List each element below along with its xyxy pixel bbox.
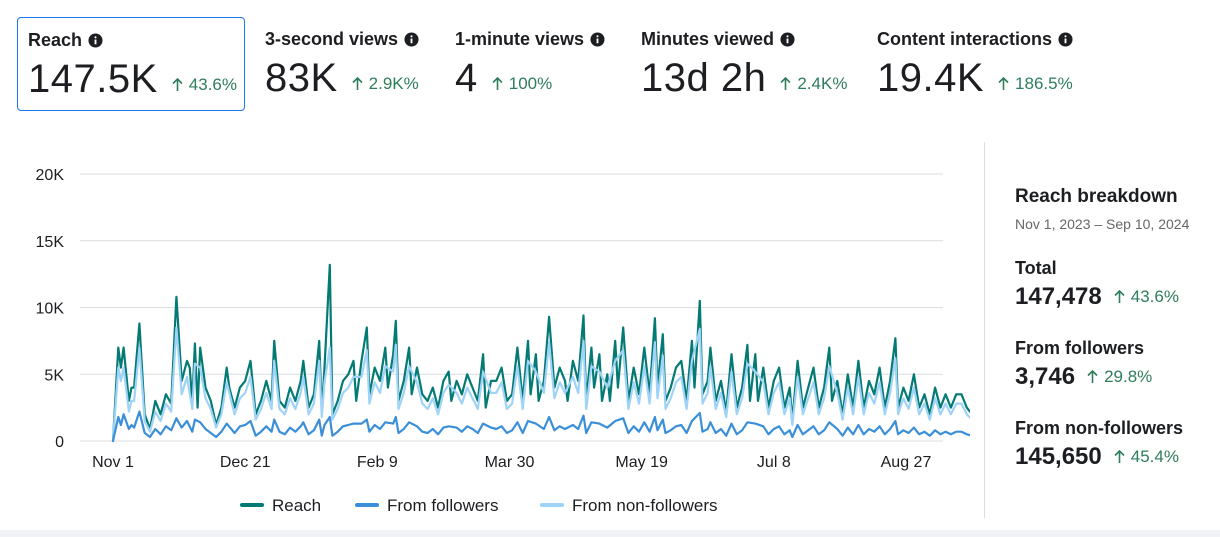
legend-label[interactable]: From followers: [387, 496, 498, 515]
arrow-up-icon: [1087, 370, 1098, 383]
legend-label[interactable]: From non-followers: [572, 496, 718, 515]
metric-value: 13d 2h: [641, 56, 767, 100]
breakdown-title: Reach breakdown: [1015, 186, 1178, 207]
x-tick-label: May 19: [615, 454, 668, 471]
reach-chart: 0 5K 10K 15K 20K Nov 1 Dec 21 Feb 9 Mar 30 May 1…: [0, 140, 1190, 530]
legend-label[interactable]: Reach: [272, 496, 321, 515]
metric-value: 147.5K: [28, 57, 158, 101]
metric-change-value: 43.6%: [188, 75, 237, 94]
metric-label: 3-second views: [265, 29, 399, 49]
y-tick-label: 0: [55, 434, 64, 451]
y-axis-ticks: 0 5K 10K 15K 20K: [36, 167, 65, 451]
x-tick-label: Feb 9: [357, 454, 398, 471]
metric-card-content-interactions[interactable]: Content interactions 19.4K 186.5%: [867, 17, 1107, 111]
metric-change-value: 2.9K%: [368, 74, 419, 93]
metric-value: 4: [455, 56, 478, 100]
arrow-up-icon: [492, 77, 503, 90]
bottom-strip: [0, 530, 1220, 537]
breakdown-followers: From followers 3,746 29.8%: [1015, 338, 1152, 391]
arrow-up-icon: [780, 77, 791, 90]
total-label: Total: [1015, 258, 1057, 278]
x-axis-ticks: Nov 1 Dec 21 Feb 9 Mar 30 May 19 Jul 8 Aug 27: [92, 454, 931, 471]
panel-divider: [984, 142, 985, 518]
arrow-up-icon: [352, 77, 363, 90]
metric-label: Reach: [28, 30, 83, 50]
arrow-up-icon: [172, 78, 183, 91]
y-tick-label: 10K: [36, 301, 65, 318]
reach-breakdown-panel: Reach breakdown Nov 1, 2023 – Sep 10, 20…: [1015, 186, 1215, 470]
metric-card-1-minute-views[interactable]: 1-minute views 4 100%: [445, 17, 625, 111]
non-followers-value: 145,650: [1015, 443, 1102, 470]
total-change: 43.6%: [1130, 287, 1179, 306]
y-tick-label: 20K: [36, 167, 65, 184]
arrow-up-icon: [998, 77, 1009, 90]
breakdown-date-range: Nov 1, 2023 – Sep 10, 2024: [1015, 216, 1190, 232]
metric-value: 19.4K: [877, 56, 985, 100]
followers-label: From followers: [1015, 338, 1145, 358]
metric-card-reach[interactable]: Reach 147.5K 43.6%: [17, 17, 245, 111]
metric-change-value: 2.4K%: [797, 74, 848, 93]
metric-label: 1-minute views: [455, 29, 585, 49]
followers-change: 29.8%: [1104, 367, 1153, 386]
arrow-up-icon: [1114, 450, 1125, 463]
metrics-bar: Reach 147.5K 43.6% 3-second views 83K 2.…: [0, 0, 1220, 130]
info-icon[interactable]: [590, 32, 605, 47]
metric-card-minutes-viewed[interactable]: Minutes viewed 13d 2h 2.4K%: [631, 17, 861, 111]
metric-card-3-second-views[interactable]: 3-second views 83K 2.9K%: [255, 17, 440, 111]
total-value: 147,478: [1015, 283, 1102, 310]
y-tick-label: 15K: [36, 234, 65, 251]
arrow-up-icon: [1114, 290, 1125, 303]
x-tick-label: Nov 1: [92, 454, 134, 471]
x-tick-label: Dec 21: [220, 454, 271, 471]
metric-value: 83K: [265, 56, 338, 100]
non-followers-change: 45.4%: [1130, 447, 1179, 466]
metric-change-value: 186.5%: [1015, 74, 1073, 93]
info-icon[interactable]: [404, 32, 419, 47]
series-lines: [111, 263, 1190, 443]
x-tick-label: Jul 8: [757, 454, 791, 471]
metric-change-value: 100%: [508, 74, 553, 93]
x-tick-label: Mar 30: [485, 454, 535, 471]
info-icon[interactable]: [88, 33, 103, 48]
followers-value: 3,746: [1015, 363, 1076, 390]
chart-legend: Reach From followers From non-followers: [240, 496, 718, 515]
non-followers-label: From non-followers: [1015, 418, 1183, 438]
x-tick-label: Aug 27: [881, 454, 932, 471]
info-icon[interactable]: [780, 32, 795, 47]
breakdown-non-followers: From non-followers 145,650 45.4%: [1015, 418, 1183, 471]
info-icon[interactable]: [1058, 32, 1073, 47]
breakdown-total: Total 147,478 43.6%: [1015, 258, 1179, 311]
metric-label: Minutes viewed: [641, 29, 775, 49]
metric-label: Content interactions: [877, 29, 1053, 49]
reach-line-chart[interactable]: 0 5K 10K 15K 20K Nov 1 Dec 21 Feb 9 Mar 30 May 1…: [0, 140, 1190, 530]
y-tick-label: 5K: [44, 367, 64, 384]
